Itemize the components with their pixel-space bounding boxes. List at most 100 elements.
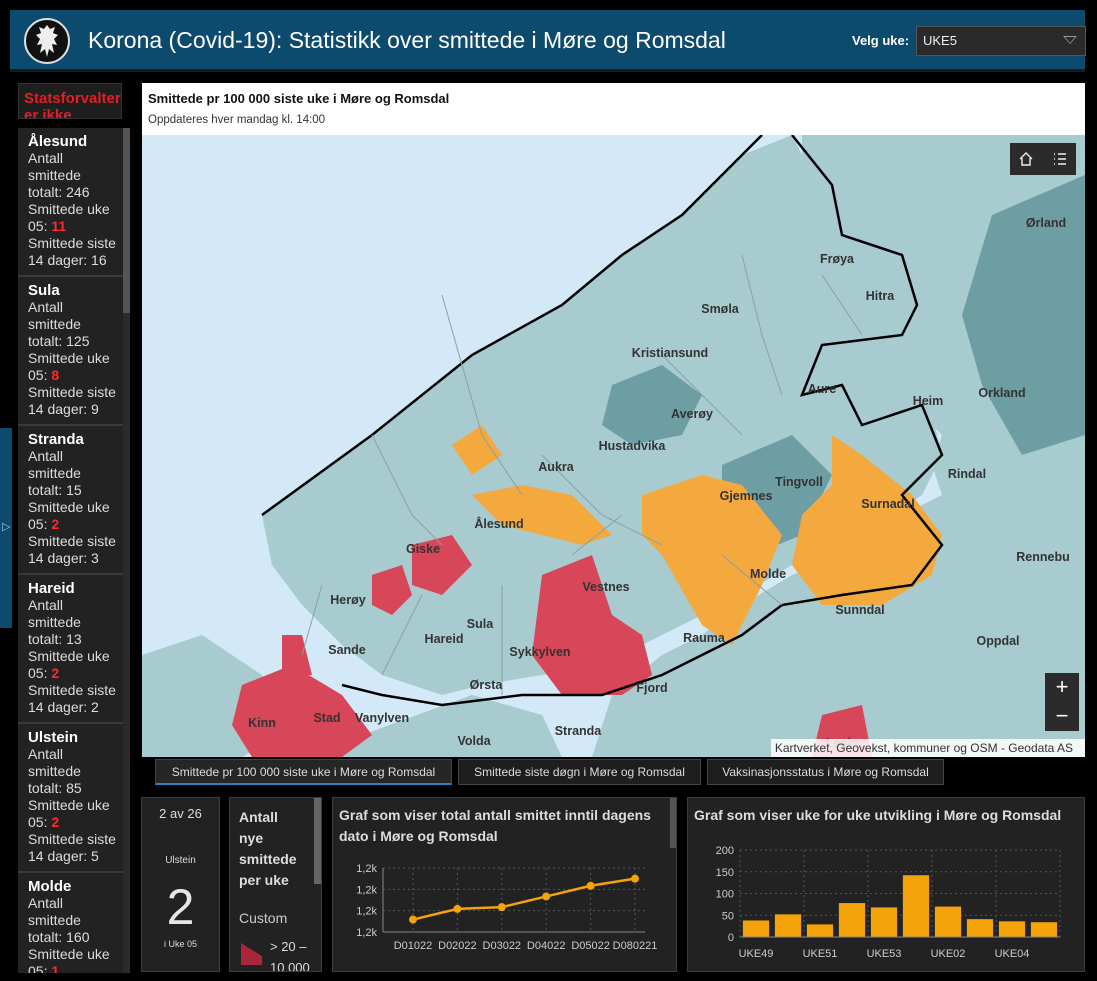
map-label: Smøla <box>701 302 740 316</box>
series-line <box>412 877 636 921</box>
municipality-line: Smittede siste <box>28 831 116 847</box>
bar <box>806 924 834 937</box>
legend-swatch <box>241 943 262 965</box>
municipality-week-row: 05: 11 <box>28 218 123 235</box>
municipality-name: Molde <box>28 878 72 895</box>
map-label: Orkland <box>978 386 1025 400</box>
municipality-week: 05: <box>28 814 48 830</box>
y-tick-label: 150 <box>716 867 734 879</box>
municipality-line: Antall <box>28 597 64 613</box>
municipality-last14: 14 dager: 5 <box>28 848 99 864</box>
municipality-week-value: 2 <box>51 665 60 681</box>
bar-chart-card: Graf som viser uke for uke utvikling i M… <box>687 797 1085 972</box>
map-attribution: Kartverket, Geovekst, kommuner og OSM - … <box>770 739 1085 757</box>
list-scrollbar[interactable] <box>123 128 130 313</box>
x-tick-label: UKE53 <box>867 948 902 960</box>
map-label: Frøya <box>820 252 855 266</box>
zoom-in-button[interactable]: + <box>1055 674 1069 699</box>
municipality-week: 05: <box>28 367 48 383</box>
municipality-line: Antall <box>28 448 64 464</box>
map-label: Heim <box>913 394 944 408</box>
municipality-last14: 14 dager: 16 <box>28 252 107 268</box>
week-select-value: UKE5 <box>923 33 957 48</box>
zoom-out-button[interactable]: − <box>1055 703 1069 728</box>
legend-title-line: per uke <box>239 872 289 888</box>
municipality-item[interactable]: Ulstein Antall smittede totalt: 85 Smittede … <box>18 724 123 873</box>
municipality-item[interactable]: Ålesund Antall smittede totalt: 246 Smittede… <box>18 128 123 277</box>
map-label: Stad <box>313 711 340 725</box>
municipality-week-value: 2 <box>51 814 60 830</box>
side-panel-toggle[interactable]: ▷ <box>0 428 12 628</box>
map-title: Smittede pr 100 000 siste uke i Møre og … <box>148 91 450 106</box>
map-label: Aure <box>808 382 837 396</box>
map-label: Rennebu <box>1016 550 1069 564</box>
municipality-list[interactable]: Ålesund Antall smittede totalt: 246 Smittede… <box>18 128 130 973</box>
bar <box>998 921 1026 937</box>
data-point <box>586 881 595 890</box>
municipality-line: smittede <box>28 167 81 183</box>
page-title: Korona (Covid-19): Statistikk over smitt… <box>88 27 726 53</box>
map-panel[interactable]: Smittede pr 100 000 siste uke i Møre og … <box>142 83 1085 757</box>
legend-title: Antall nye smittede per uke <box>239 807 297 891</box>
map-label: Oppdal <box>976 634 1019 648</box>
municipality-line: Antall <box>28 746 64 762</box>
map-label: Hitra <box>866 289 896 303</box>
legend-button[interactable] <box>1044 143 1076 175</box>
tab-vaccination[interactable]: Vaksinasjonsstatus i Møre og Romsdal <box>707 759 944 785</box>
municipality-week-row: 05: 2 <box>28 814 123 831</box>
municipality-last14: 14 dager: 2 <box>28 699 99 715</box>
municipality-item[interactable]: Molde Antall smittede totalt: 160 Smittede u… <box>18 873 123 973</box>
map-label: Sykkylven <box>509 645 570 659</box>
map-label: Molde <box>750 567 786 581</box>
legend-scrollbar[interactable] <box>314 798 321 884</box>
municipality-name: Hareid <box>28 580 75 597</box>
municipality-name: Ålesund <box>28 133 88 150</box>
municipality-item[interactable]: Sula Antall smittede totalt: 125 Smittede uk… <box>18 277 123 426</box>
municipality-week-row: 05: 8 <box>28 367 123 384</box>
disclaimer-label: Statsforvalteren er ikke <box>18 83 122 119</box>
municipality-line: Antall <box>28 895 64 911</box>
municipality-line: Smittede siste <box>28 235 116 251</box>
map-label: Aukra <box>538 460 574 474</box>
home-button[interactable] <box>1010 143 1042 175</box>
x-tick-label: UKE04 <box>995 948 1030 960</box>
line-chart-title: Graf som viser total antall smittet innt… <box>339 807 651 844</box>
map-label: Ørsta <box>470 678 504 692</box>
bar <box>838 903 866 937</box>
municipality-line: smittede <box>28 614 81 630</box>
zoom-controls: + − <box>1045 673 1079 731</box>
x-tick-label: UKE49 <box>739 948 774 960</box>
municipality-item[interactable]: Hareid Antall smittede totalt: 13 Smittede u… <box>18 575 123 724</box>
chart-scrollbar[interactable] <box>670 798 676 848</box>
map-label: Sula <box>467 617 494 631</box>
municipality-line: Smittede uke <box>28 201 110 217</box>
data-point <box>409 915 417 924</box>
map-canvas[interactable]: Frøya Hitra Smøla Aure Heim Orkland Kristiansu… <box>142 135 1085 757</box>
municipality-line: Smittede uke <box>28 648 110 664</box>
municipality-week-value: 8 <box>51 367 60 383</box>
map-label: Fjord <box>636 681 667 695</box>
week-select-label: Velg uke: <box>852 33 910 48</box>
line-chart: 1,2k 1,2k 1,2k 1,2k D01022 D02022 D03022 D04022… <box>356 863 658 952</box>
week-select[interactable]: UKE5 <box>916 26 1086 56</box>
x-tick-label: D04022 <box>527 940 566 952</box>
municipality-week-value: 11 <box>51 218 67 234</box>
municipality-week: 05: <box>28 516 48 532</box>
legend-range-line: 10 000 <box>270 960 310 972</box>
bar <box>742 920 770 937</box>
data-point <box>542 892 551 901</box>
counter-card: 2 av 26 Ulstein 2 i Uke 05 <box>141 797 220 972</box>
tab-last-day[interactable]: Smittede siste døgn i Møre og Romsdal <box>458 759 701 785</box>
x-tick-label: D080221 <box>613 940 658 952</box>
x-tick-label: D01022 <box>394 940 433 952</box>
municipality-line: Smittede uke <box>28 946 110 962</box>
municipality-item[interactable]: Stranda Antall smittede totalt: 15 Smittede … <box>18 426 123 575</box>
map-label: Vanylven <box>355 711 409 725</box>
data-point <box>497 903 506 912</box>
legend-title-line: Antall <box>239 809 278 825</box>
municipality-name: Stranda <box>28 431 84 448</box>
municipality-last14: 14 dager: 3 <box>28 550 99 566</box>
tab-per-100000[interactable]: Smittede pr 100 000 siste uke i Møre og … <box>155 759 452 785</box>
municipality-name: Ulstein <box>28 729 79 746</box>
